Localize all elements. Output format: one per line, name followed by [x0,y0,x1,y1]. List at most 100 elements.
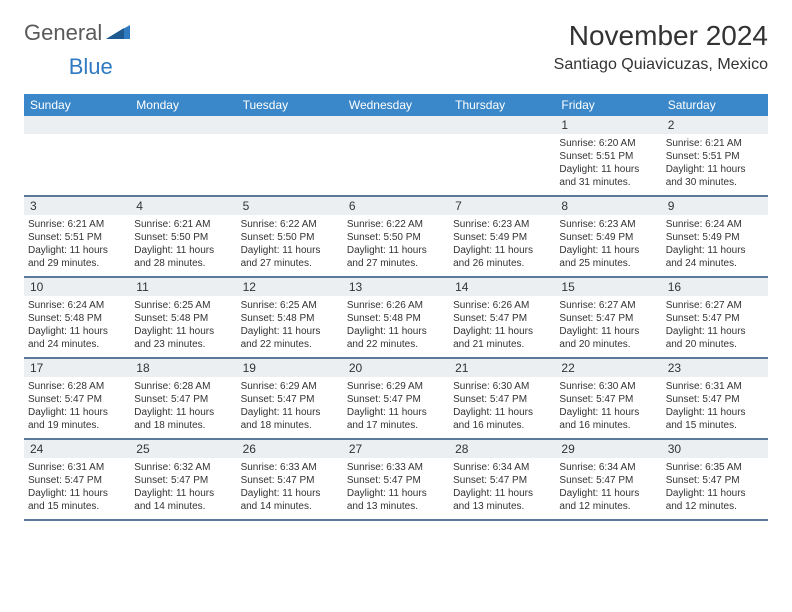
sunset-line: Sunset: 5:51 PM [559,150,657,163]
daylight-line: Daylight: 11 hours and 26 minutes. [453,244,551,270]
sunset-line: Sunset: 5:47 PM [28,393,126,406]
daylight-line: Daylight: 11 hours and 19 minutes. [28,406,126,432]
day-number: 20 [343,358,449,377]
sunrise-line: Sunrise: 6:25 AM [241,299,339,312]
day-number: 8 [555,196,661,215]
day-cell: Sunrise: 6:33 AMSunset: 5:47 PMDaylight:… [343,458,449,520]
brand-part2: Blue [69,54,113,80]
sunrise-line: Sunrise: 6:31 AM [666,380,764,393]
day-number-row: 10111213141516 [24,277,768,296]
daylight-line: Daylight: 11 hours and 22 minutes. [347,325,445,351]
day-number: 26 [237,439,343,458]
day-cell: Sunrise: 6:34 AMSunset: 5:47 PMDaylight:… [555,458,661,520]
sunset-line: Sunset: 5:48 PM [347,312,445,325]
daylight-line: Daylight: 11 hours and 14 minutes. [134,487,232,513]
sunset-line: Sunset: 5:47 PM [241,393,339,406]
sunrise-line: Sunrise: 6:30 AM [559,380,657,393]
empty-day-cell [449,134,555,196]
day-cell: Sunrise: 6:21 AMSunset: 5:51 PMDaylight:… [24,215,130,277]
day-number: 18 [130,358,236,377]
sunrise-line: Sunrise: 6:26 AM [347,299,445,312]
sunrise-line: Sunrise: 6:24 AM [28,299,126,312]
day-cell: Sunrise: 6:30 AMSunset: 5:47 PMDaylight:… [449,377,555,439]
daylight-line: Daylight: 11 hours and 18 minutes. [134,406,232,432]
daylight-line: Daylight: 11 hours and 25 minutes. [559,244,657,270]
daylight-line: Daylight: 11 hours and 22 minutes. [241,325,339,351]
day-header-monday: Monday [130,94,236,116]
sunrise-line: Sunrise: 6:33 AM [347,461,445,474]
daylight-line: Daylight: 11 hours and 15 minutes. [28,487,126,513]
sunset-line: Sunset: 5:48 PM [28,312,126,325]
day-cell: Sunrise: 6:33 AMSunset: 5:47 PMDaylight:… [237,458,343,520]
daylight-line: Daylight: 11 hours and 12 minutes. [559,487,657,513]
sunrise-line: Sunrise: 6:30 AM [453,380,551,393]
day-number: 27 [343,439,449,458]
daylight-line: Daylight: 11 hours and 20 minutes. [666,325,764,351]
day-number: 5 [237,196,343,215]
empty-day-number [237,116,343,134]
month-title: November 2024 [554,20,768,52]
daylight-line: Daylight: 11 hours and 29 minutes. [28,244,126,270]
empty-day-cell [24,134,130,196]
day-header-wednesday: Wednesday [343,94,449,116]
empty-day-cell [237,134,343,196]
sunset-line: Sunset: 5:49 PM [559,231,657,244]
sunset-line: Sunset: 5:47 PM [666,312,764,325]
day-number-row: 17181920212223 [24,358,768,377]
day-info-row: Sunrise: 6:20 AMSunset: 5:51 PMDaylight:… [24,134,768,196]
day-number-row: 3456789 [24,196,768,215]
day-header-thursday: Thursday [449,94,555,116]
sunset-line: Sunset: 5:47 PM [134,393,232,406]
empty-day-number [343,116,449,134]
brand-part1: General [24,20,102,46]
sunrise-line: Sunrise: 6:35 AM [666,461,764,474]
day-number: 9 [662,196,768,215]
sunset-line: Sunset: 5:47 PM [347,474,445,487]
daylight-line: Daylight: 11 hours and 21 minutes. [453,325,551,351]
day-cell: Sunrise: 6:32 AMSunset: 5:47 PMDaylight:… [130,458,236,520]
daylight-line: Daylight: 11 hours and 16 minutes. [453,406,551,432]
day-cell: Sunrise: 6:34 AMSunset: 5:47 PMDaylight:… [449,458,555,520]
day-number: 19 [237,358,343,377]
sunrise-line: Sunrise: 6:23 AM [453,218,551,231]
day-number: 22 [555,358,661,377]
daylight-line: Daylight: 11 hours and 12 minutes. [666,487,764,513]
day-cell: Sunrise: 6:20 AMSunset: 5:51 PMDaylight:… [555,134,661,196]
title-block: November 2024 Santiago Quiavicuzas, Mexi… [554,20,768,74]
day-header-row: SundayMondayTuesdayWednesdayThursdayFrid… [24,94,768,116]
sunrise-line: Sunrise: 6:22 AM [347,218,445,231]
sunrise-line: Sunrise: 6:26 AM [453,299,551,312]
sunset-line: Sunset: 5:47 PM [347,393,445,406]
sunset-line: Sunset: 5:47 PM [666,393,764,406]
day-header-tuesday: Tuesday [237,94,343,116]
sunrise-line: Sunrise: 6:20 AM [559,137,657,150]
day-cell: Sunrise: 6:28 AMSunset: 5:47 PMDaylight:… [130,377,236,439]
sunset-line: Sunset: 5:47 PM [559,393,657,406]
sunset-line: Sunset: 5:47 PM [241,474,339,487]
day-cell: Sunrise: 6:29 AMSunset: 5:47 PMDaylight:… [237,377,343,439]
day-cell: Sunrise: 6:23 AMSunset: 5:49 PMDaylight:… [555,215,661,277]
empty-day-number [24,116,130,134]
day-cell: Sunrise: 6:31 AMSunset: 5:47 PMDaylight:… [24,458,130,520]
day-cell: Sunrise: 6:26 AMSunset: 5:47 PMDaylight:… [449,296,555,358]
daylight-line: Daylight: 11 hours and 31 minutes. [559,163,657,189]
sunset-line: Sunset: 5:50 PM [241,231,339,244]
daylight-line: Daylight: 11 hours and 23 minutes. [134,325,232,351]
sunrise-line: Sunrise: 6:27 AM [559,299,657,312]
day-number: 28 [449,439,555,458]
empty-day-number [449,116,555,134]
day-number: 1 [555,116,661,134]
sunset-line: Sunset: 5:47 PM [559,474,657,487]
day-cell: Sunrise: 6:35 AMSunset: 5:47 PMDaylight:… [662,458,768,520]
daylight-line: Daylight: 11 hours and 17 minutes. [347,406,445,432]
day-number: 30 [662,439,768,458]
day-cell: Sunrise: 6:23 AMSunset: 5:49 PMDaylight:… [449,215,555,277]
day-number: 2 [662,116,768,134]
day-number: 23 [662,358,768,377]
sunset-line: Sunset: 5:48 PM [241,312,339,325]
sunrise-line: Sunrise: 6:29 AM [347,380,445,393]
day-cell: Sunrise: 6:31 AMSunset: 5:47 PMDaylight:… [662,377,768,439]
day-number: 21 [449,358,555,377]
day-number: 13 [343,277,449,296]
daylight-line: Daylight: 11 hours and 18 minutes. [241,406,339,432]
